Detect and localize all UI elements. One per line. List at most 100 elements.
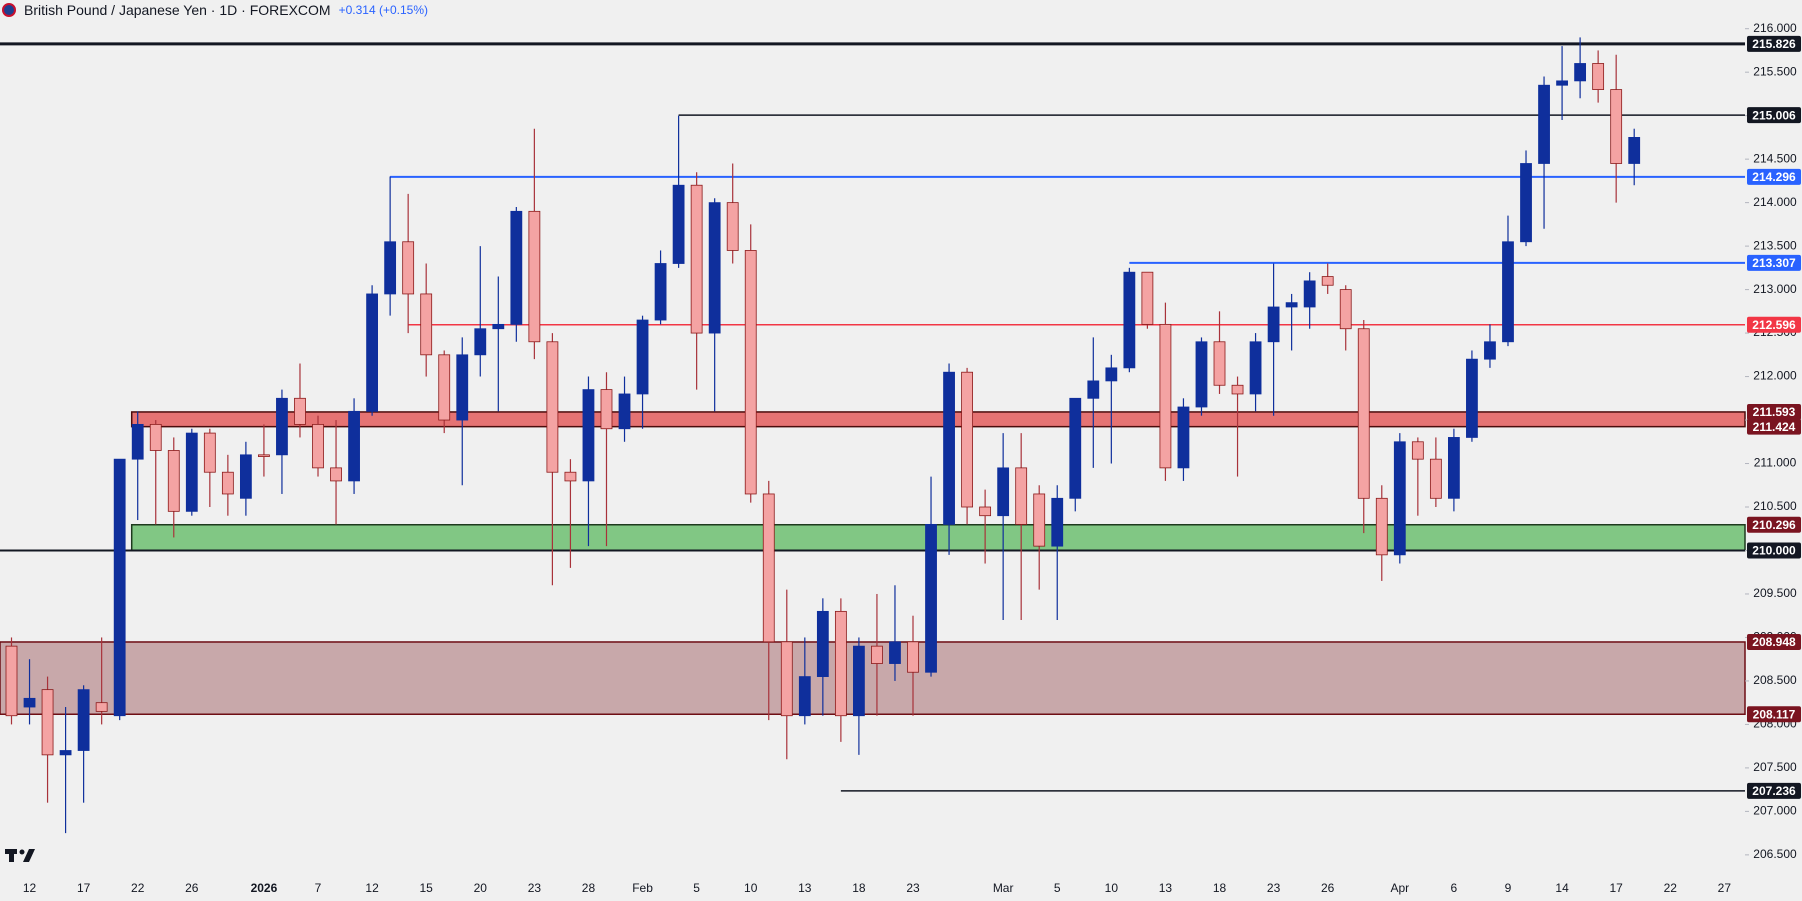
- candle-body: [1123, 271, 1136, 369]
- y-tick-label: 208.500: [1753, 673, 1797, 687]
- x-tick-label: Feb: [632, 881, 653, 895]
- candle-body: [943, 371, 955, 525]
- x-tick-label: 10: [744, 881, 758, 895]
- candle-body: [402, 241, 415, 295]
- candle-body: [312, 423, 324, 469]
- candle-body: [780, 641, 793, 717]
- candle-body: [95, 702, 108, 712]
- x-tick-label: 17: [77, 881, 91, 895]
- candle-body: [1448, 437, 1460, 499]
- candle-body: [1069, 397, 1082, 499]
- price-tag: [1747, 168, 1801, 185]
- candle-body: [59, 750, 72, 756]
- candle-body: [1628, 137, 1641, 164]
- x-tick-label: 7: [315, 881, 322, 895]
- y-tick-label: 214.500: [1753, 151, 1797, 165]
- candle-body: [1339, 289, 1352, 330]
- y-tick-label: 210.500: [1753, 499, 1797, 513]
- y-tick-label: 207.500: [1753, 760, 1797, 774]
- candle-body: [258, 454, 270, 457]
- y-tick-label: 216.000: [1753, 21, 1797, 35]
- candle-body: [221, 471, 234, 495]
- flag-icon: [2, 3, 16, 17]
- candle-body: [294, 397, 306, 425]
- candle-body: [979, 506, 992, 517]
- candle-body: [762, 493, 775, 643]
- candle-body: [1538, 84, 1550, 164]
- candle-body: [726, 202, 739, 251]
- candle-body: [582, 389, 595, 482]
- candle-body: [456, 354, 469, 421]
- x-tick-label: 23: [906, 881, 920, 895]
- price-tag-label: 214.296: [1752, 170, 1796, 184]
- candle-body: [113, 458, 126, 717]
- candle-body: [853, 645, 865, 717]
- candle-body: [510, 210, 523, 325]
- price-tag-label: 208.948: [1752, 635, 1796, 649]
- candle-body: [77, 689, 90, 751]
- candle-body: [1321, 276, 1334, 286]
- candle-body: [167, 450, 180, 512]
- candle-body: [528, 210, 541, 343]
- candle-body: [384, 241, 397, 295]
- candle-body: [239, 454, 252, 499]
- candle-body: [1249, 341, 1262, 395]
- price-tag-label: 210.000: [1752, 544, 1796, 558]
- price-tag-label: 210.296: [1752, 518, 1796, 532]
- candle-body: [348, 410, 360, 482]
- candle-body: [997, 467, 1010, 517]
- price-tag-label: 215.006: [1752, 108, 1796, 122]
- x-tick-label: 12: [23, 881, 37, 895]
- x-tick-label: 13: [1159, 881, 1173, 895]
- candle-body: [1267, 306, 1280, 343]
- candle-body: [1177, 406, 1190, 469]
- x-tick-label: 26: [1321, 881, 1335, 895]
- candle-body: [1502, 241, 1514, 343]
- price-tag: [1747, 107, 1801, 124]
- candle-body: [276, 397, 288, 456]
- candle-body: [1285, 302, 1298, 308]
- candle-body: [636, 319, 649, 395]
- y-tick-label: 212.000: [1753, 369, 1797, 383]
- x-tick-label: 23: [528, 881, 542, 895]
- price-tag: [1747, 403, 1801, 420]
- candle-body: [1484, 341, 1496, 360]
- candle-body: [708, 202, 721, 334]
- candle-body: [654, 263, 667, 321]
- plot-area: [0, 37, 1746, 834]
- price-tag: [1747, 254, 1801, 271]
- candle-body: [1105, 367, 1118, 382]
- x-tick-label: 13: [798, 881, 812, 895]
- candle-body: [131, 423, 144, 460]
- candle-body: [1159, 323, 1172, 469]
- x-tick-label: 2026: [251, 881, 278, 895]
- x-tick-label: 28: [582, 881, 596, 895]
- candle-body: [1411, 441, 1424, 460]
- candle-body: [1015, 467, 1028, 525]
- candle-body: [420, 293, 433, 356]
- candle-body: [925, 523, 937, 673]
- candle-body: [1087, 380, 1100, 399]
- candle-body: [1556, 80, 1568, 86]
- price-tag: [1747, 706, 1801, 723]
- candle-body: [203, 432, 216, 473]
- zone: [130, 523, 1746, 552]
- price-tag: [1747, 516, 1801, 533]
- x-tick-label: 5: [1054, 881, 1061, 895]
- candle-body: [600, 389, 613, 430]
- candle-body: [185, 432, 198, 512]
- chart-title: British Pound / Japanese Yen · 1D · FORE…: [24, 2, 331, 18]
- price-tag-label: 213.307: [1752, 256, 1796, 270]
- candle-body: [1195, 341, 1208, 408]
- candle-body: [564, 471, 577, 482]
- candle-body: [889, 641, 901, 664]
- candle-body: [23, 697, 36, 708]
- candle-body: [1393, 441, 1406, 556]
- candle-body: [618, 393, 631, 430]
- y-tick-label: 209.500: [1753, 586, 1797, 600]
- price-tag-label: 207.236: [1752, 784, 1796, 798]
- candle-body: [492, 323, 505, 330]
